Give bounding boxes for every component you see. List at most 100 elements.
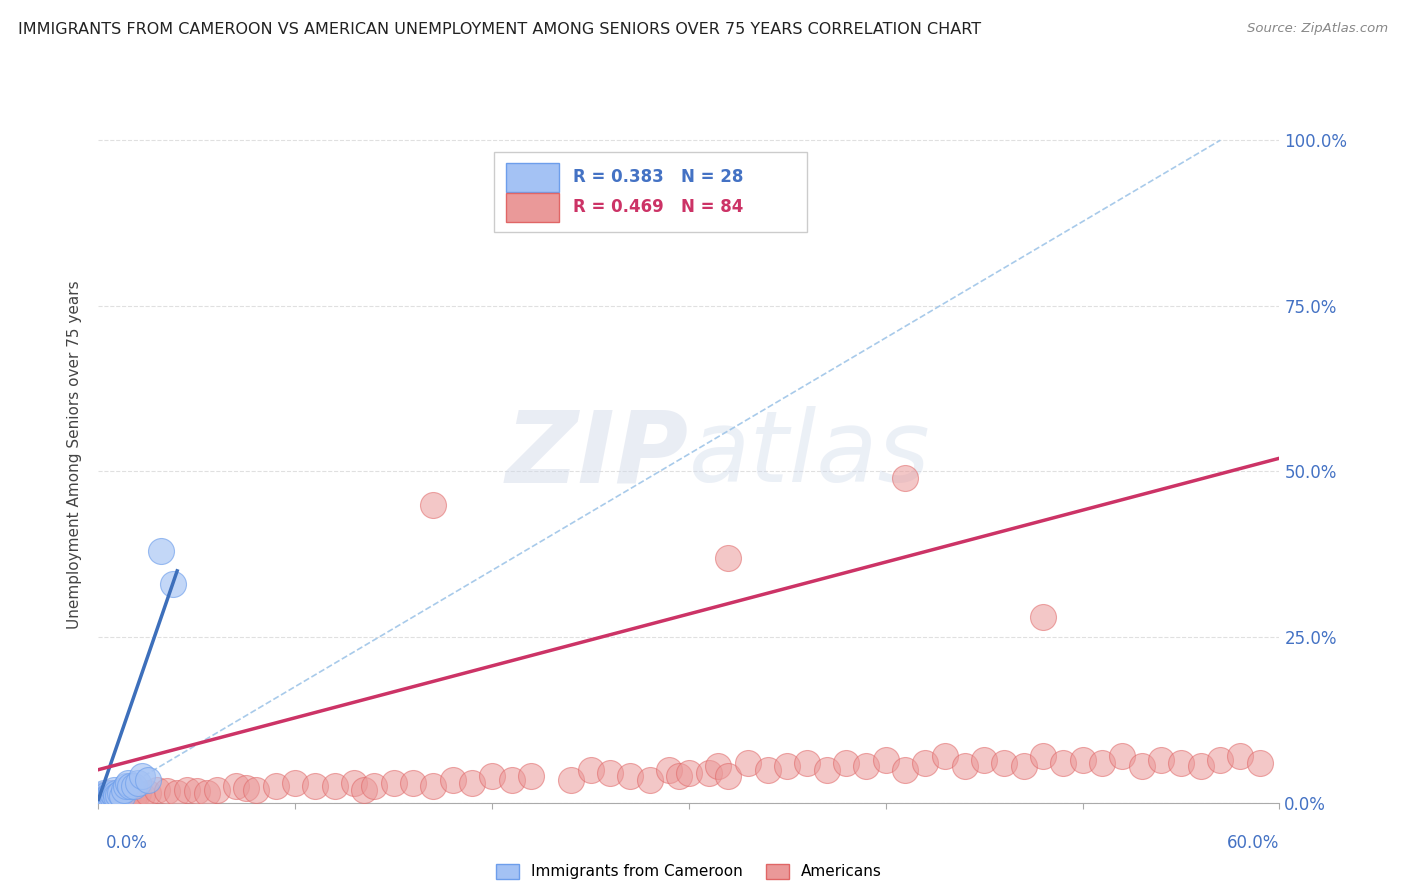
Point [717, 769, 740, 783]
Point [235, 781, 257, 796]
Point [122, 789, 145, 804]
Point [1150, 753, 1173, 767]
Point [91, 789, 114, 804]
Point [1189, 759, 1212, 773]
Point [103, 782, 125, 797]
Point [264, 779, 287, 793]
Point [101, 789, 124, 804]
Point [118, 779, 141, 793]
Point [835, 756, 858, 770]
Text: IMMIGRANTS FROM CAMEROON VS AMERICAN UNEMPLOYMENT AMONG SENIORS OVER 75 YEARS CO: IMMIGRANTS FROM CAMEROON VS AMERICAN UNE… [18, 22, 981, 37]
Text: Source: ZipAtlas.com: Source: ZipAtlas.com [1247, 22, 1388, 36]
Point [111, 789, 134, 804]
Point [756, 763, 779, 777]
Point [481, 769, 503, 783]
Point [1052, 756, 1074, 770]
Point [855, 759, 877, 773]
Point [875, 753, 897, 767]
Point [1209, 753, 1232, 767]
Point [98, 790, 121, 805]
Point [103, 788, 125, 802]
Point [737, 756, 759, 770]
Point [1130, 759, 1153, 773]
Point [97, 790, 120, 805]
Point [97, 786, 120, 800]
Point [363, 779, 385, 793]
Point [117, 788, 139, 802]
Point [461, 776, 484, 790]
Legend: Immigrants from Cameroon, Americans: Immigrants from Cameroon, Americans [489, 857, 889, 886]
Point [382, 776, 405, 790]
Point [707, 759, 730, 773]
Point [599, 766, 621, 780]
Point [195, 786, 218, 800]
Point [96, 789, 118, 804]
Point [441, 772, 464, 787]
Point [638, 772, 661, 787]
Point [225, 779, 247, 793]
Point [1071, 753, 1094, 767]
Point [668, 769, 690, 783]
Point [98, 788, 121, 802]
Point [122, 779, 145, 793]
Point [176, 782, 198, 797]
Point [402, 776, 425, 790]
Point [245, 782, 267, 797]
Point [186, 784, 208, 798]
Point [136, 786, 159, 800]
Point [678, 766, 700, 780]
Point [108, 789, 131, 804]
Point [1229, 749, 1251, 764]
Point [103, 789, 125, 804]
Point [166, 786, 188, 800]
Point [343, 776, 366, 790]
Point [112, 789, 135, 804]
Point [89, 789, 111, 804]
Point [619, 769, 641, 783]
Point [520, 769, 543, 783]
FancyBboxPatch shape [506, 193, 560, 222]
Point [1170, 756, 1192, 770]
Point [93, 788, 115, 802]
Text: 0.0%: 0.0% [105, 834, 148, 852]
Point [579, 763, 602, 777]
Point [914, 756, 936, 770]
Point [560, 772, 582, 787]
Y-axis label: Unemployment Among Seniors over 75 years: Unemployment Among Seniors over 75 years [67, 281, 83, 629]
Point [304, 779, 326, 793]
Point [97, 789, 120, 804]
Point [93, 786, 115, 800]
Point [136, 772, 159, 787]
Point [101, 786, 124, 800]
Point [162, 577, 184, 591]
FancyBboxPatch shape [494, 153, 807, 232]
Point [894, 471, 917, 485]
Point [353, 782, 375, 797]
Point [1032, 610, 1054, 624]
Point [150, 544, 173, 558]
Point [93, 789, 115, 804]
Point [96, 788, 118, 802]
FancyBboxPatch shape [506, 162, 560, 192]
Point [717, 550, 740, 565]
Point [108, 786, 131, 800]
Point [117, 776, 139, 790]
Point [112, 782, 135, 797]
Point [127, 776, 149, 790]
Point [107, 788, 129, 802]
Point [697, 766, 720, 780]
Point [98, 789, 121, 804]
Point [323, 779, 346, 793]
Point [111, 790, 134, 805]
Text: 60.0%: 60.0% [1227, 834, 1279, 852]
Point [422, 498, 444, 512]
Point [1032, 749, 1054, 764]
Point [1249, 756, 1271, 770]
Point [91, 788, 114, 802]
Point [815, 763, 838, 777]
Text: atlas: atlas [689, 407, 931, 503]
Point [934, 749, 956, 764]
Point [796, 756, 818, 770]
Point [115, 779, 138, 793]
Point [284, 776, 307, 790]
